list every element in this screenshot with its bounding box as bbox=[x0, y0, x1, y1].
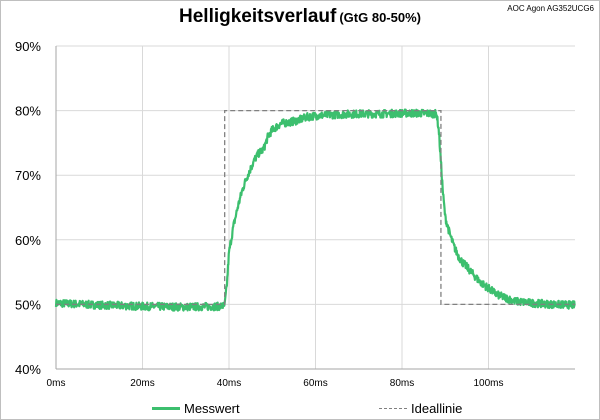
legend-swatch-ideallinie bbox=[379, 408, 407, 409]
x-tick-label: 20ms bbox=[130, 378, 154, 389]
chart-legend: Messwert Ideallinie bbox=[0, 400, 600, 418]
series-line-ideallinie bbox=[56, 109, 575, 306]
legend-item-ideallinie: Ideallinie bbox=[379, 401, 462, 416]
legend-label-messwert: Messwert bbox=[184, 401, 240, 416]
legend-label-ideallinie: Ideallinie bbox=[411, 401, 463, 416]
y-tick-label: 60% bbox=[15, 233, 41, 248]
x-tick-label: 60ms bbox=[303, 378, 327, 389]
device-label: AOC Agon AG352UCG6 bbox=[507, 4, 594, 13]
x-tick-label: 100ms bbox=[473, 378, 503, 389]
x-tick-label: 0ms bbox=[47, 378, 66, 389]
x-tick-label: 40ms bbox=[217, 378, 241, 389]
y-tick-label: 40% bbox=[15, 362, 41, 377]
legend-swatch-messwert bbox=[152, 407, 180, 410]
y-tick-label: 50% bbox=[15, 297, 41, 312]
y-tick-label: 70% bbox=[15, 168, 41, 183]
chart-title: Helligkeitsverlauf (GtG 80-50%) bbox=[0, 6, 600, 28]
legend-item-messwert: Messwert bbox=[152, 401, 240, 416]
x-tick-label: 80ms bbox=[390, 378, 414, 389]
y-tick-label: 90% bbox=[15, 39, 41, 54]
chart-title-main: Helligkeitsverlauf bbox=[179, 6, 337, 27]
chart-subtitle: (GtG 80-50%) bbox=[339, 10, 421, 25]
series-line-messwert bbox=[54, 108, 576, 312]
y-tick-label: 80% bbox=[15, 104, 41, 119]
